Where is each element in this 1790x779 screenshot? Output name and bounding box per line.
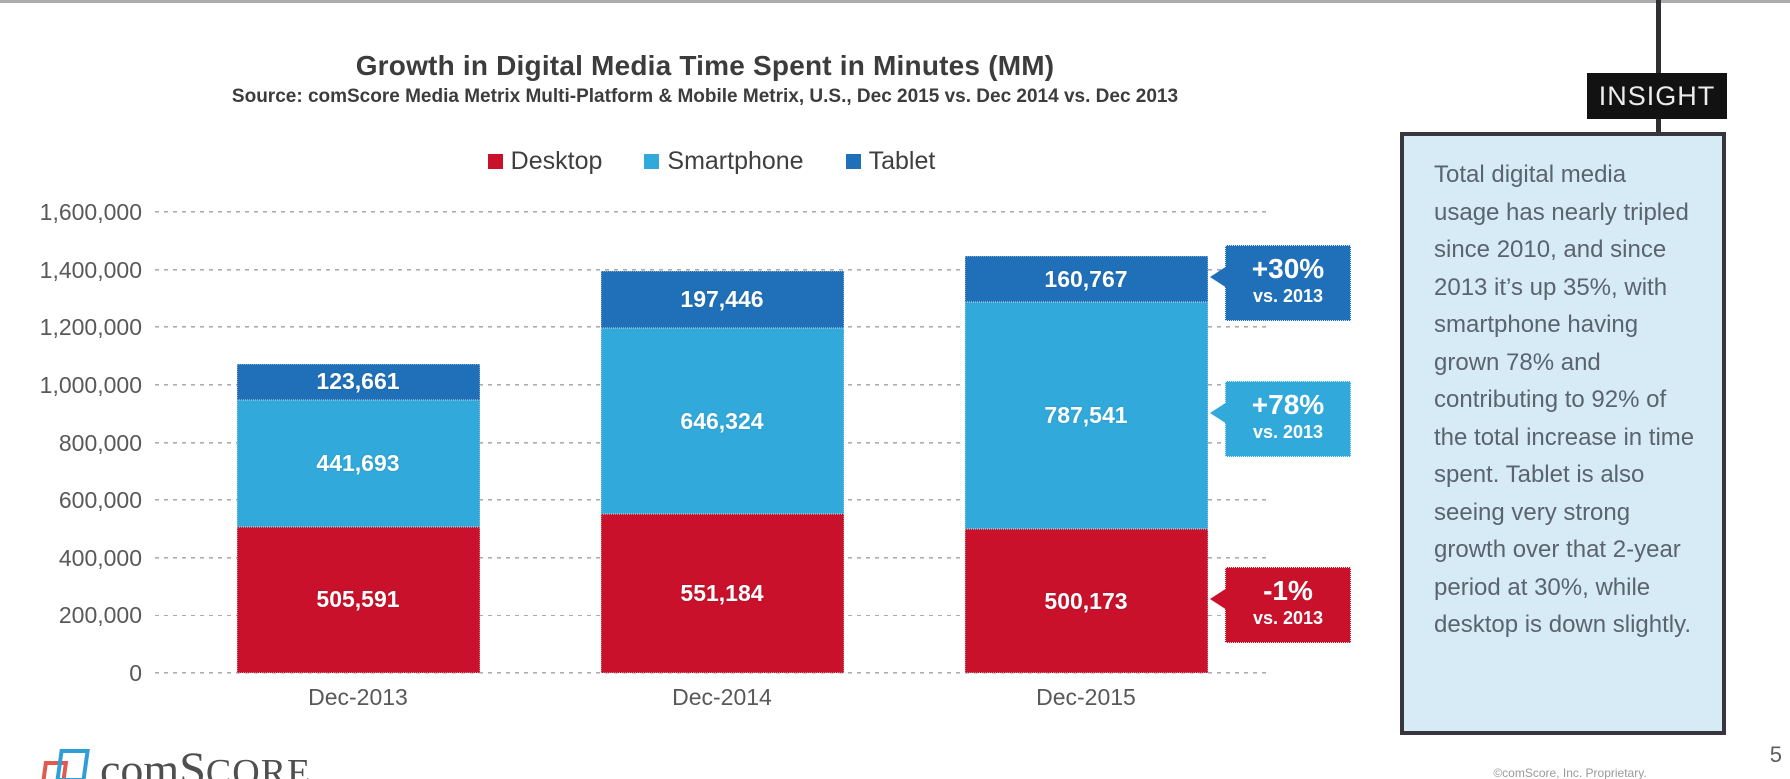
x-axis-label: Dec-2015 [1036,684,1136,710]
insight-label: INSIGHT [1587,73,1727,119]
y-axis-tick-label: 1,400,000 [39,256,142,283]
callout-arrow [1210,587,1227,610]
legend-item-tablet: Tablet [845,146,936,176]
legend-label: Smartphone [667,146,804,175]
bar-segment-smartphone: 787,541 [964,301,1208,529]
bar-value-label: 441,693 [316,450,400,477]
legend-marker-desktop [487,153,503,169]
insight-box: Total digital media usage has nearly tri… [1400,132,1726,735]
callout-main-text: +78% [1251,389,1325,421]
callout-sub-text: vs. 2013 [1252,285,1324,306]
callout-main-text: +30% [1251,252,1325,284]
comscore-logo: com S CORE [38,743,311,779]
x-axis-label: Dec-2014 [672,684,772,710]
legend-label: Desktop [510,146,603,175]
callout-desktop: -1% vs. 2013 [1210,566,1351,643]
bar-segment-tablet: 123,661 [236,364,480,401]
y-axis-tick-label: 1,200,000 [39,314,142,341]
y-axis-tick-label: 0 [129,660,142,686]
bar-value-label: 787,541 [1044,401,1128,428]
bar-segment-smartphone: 441,693 [236,400,480,528]
chart-source: Source: comScore Media Metrix Multi-Plat… [231,86,1179,107]
bar-value-label: 500,173 [1044,587,1128,614]
bar-value-label: 197,446 [680,286,764,313]
bar-segment-tablet: 197,446 [600,271,844,328]
legend-label: Tablet [868,146,936,175]
y-gridline [155,211,1268,213]
comscore-logo-text: com S CORE [100,742,311,779]
bar-value-label: 646,324 [680,407,764,434]
callout-arrow [1210,265,1227,288]
page-number: 5 [1769,742,1782,767]
legend-marker-tablet [845,153,861,169]
chart-legend: Desktop Smartphone Tablet [155,146,1268,176]
bar-segment-tablet: 160,767 [964,255,1208,302]
y-gridline [155,268,1268,271]
callout-tablet: +30% vs. 2013 [1210,244,1351,321]
slide-top-border [0,0,1790,3]
insight-connector-line [1656,0,1661,134]
insight-text: Total digital media usage has nearly tri… [1434,161,1695,638]
logo-text-com: com [100,744,180,779]
chart-title: Growth in Digital Media Time Spent in Mi… [355,50,1055,81]
bar-segment-desktop: 505,591 [236,527,480,673]
logo-text-s: S [179,743,206,779]
bar-value-label: 551,184 [680,580,764,607]
bar-value-label: 160,767 [1044,265,1128,292]
x-axis-label: Dec-2013 [308,684,408,710]
bar-segment-desktop: 551,184 [600,514,844,673]
y-axis-tick-label: 400,000 [58,544,142,571]
callout-sub-text: vs. 2013 [1252,422,1324,443]
callout-main-text: -1% [1263,574,1313,606]
bar-segment-desktop: 500,173 [964,528,1208,673]
bar-value-label: 505,591 [316,586,400,613]
callout-smartphone: +78% vs. 2013 [1210,381,1351,458]
legend-item-smartphone: Smartphone [644,146,804,176]
y-axis-tick-label: 200,000 [58,602,142,629]
callout-arrow [1210,402,1227,425]
comscore-logo-mark [40,749,90,779]
y-axis-tick-label: 800,000 [58,429,142,456]
y-axis-tick-label: 1,000,000 [39,371,142,398]
callout-sub-text: vs. 2013 [1252,607,1324,628]
legend-marker-smartphone [644,153,660,169]
footer-copyright: ©comScore, Inc. Proprietary. [1493,766,1647,779]
y-gridline [155,672,1268,674]
legend-item-desktop: Desktop [487,146,603,176]
bar-segment-smartphone: 646,324 [600,327,844,515]
logo-text-core: CORE [205,752,312,779]
y-axis-tick-label: 600,000 [58,487,142,514]
bar-value-label: 123,661 [316,368,400,395]
y-axis-tick-label: 1,600,000 [39,199,142,225]
